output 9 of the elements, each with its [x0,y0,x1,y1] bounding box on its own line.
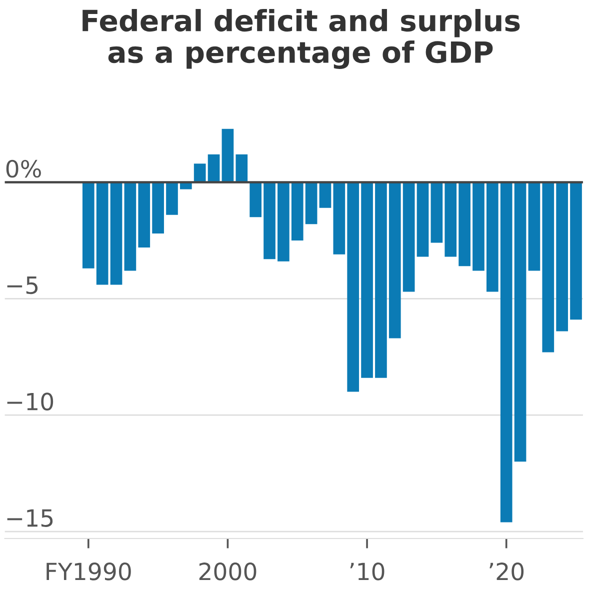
y-tick-label: −15 [7,509,53,527]
chart-title: Federal deficit and surplus as a percentage of GDP [82,9,520,70]
x-tick-label: ’20 [490,562,524,580]
y-tick-label: −5 [7,276,38,294]
y-tick-label: −10 [7,392,54,411]
x-tick-label: ’10 [350,562,384,580]
y-tick-label: 0% [6,160,41,178]
x-tick-label: FY1990 [46,562,131,580]
x-tick-label: 2000 [199,562,256,580]
